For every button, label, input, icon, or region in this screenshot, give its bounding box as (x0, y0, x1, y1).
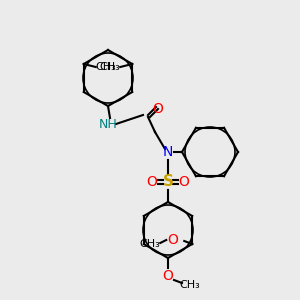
Text: O: O (163, 269, 173, 283)
Text: CH₃: CH₃ (140, 239, 160, 249)
Text: CH₃: CH₃ (180, 280, 200, 290)
Text: N: N (163, 145, 173, 159)
Text: O: O (178, 175, 189, 189)
Text: NH: NH (99, 118, 117, 130)
Text: O: O (147, 175, 158, 189)
Text: CH₃: CH₃ (95, 62, 116, 72)
Text: O: O (167, 233, 178, 247)
Text: CH₃: CH₃ (100, 62, 121, 72)
Text: S: S (163, 175, 173, 190)
Text: O: O (153, 102, 164, 116)
